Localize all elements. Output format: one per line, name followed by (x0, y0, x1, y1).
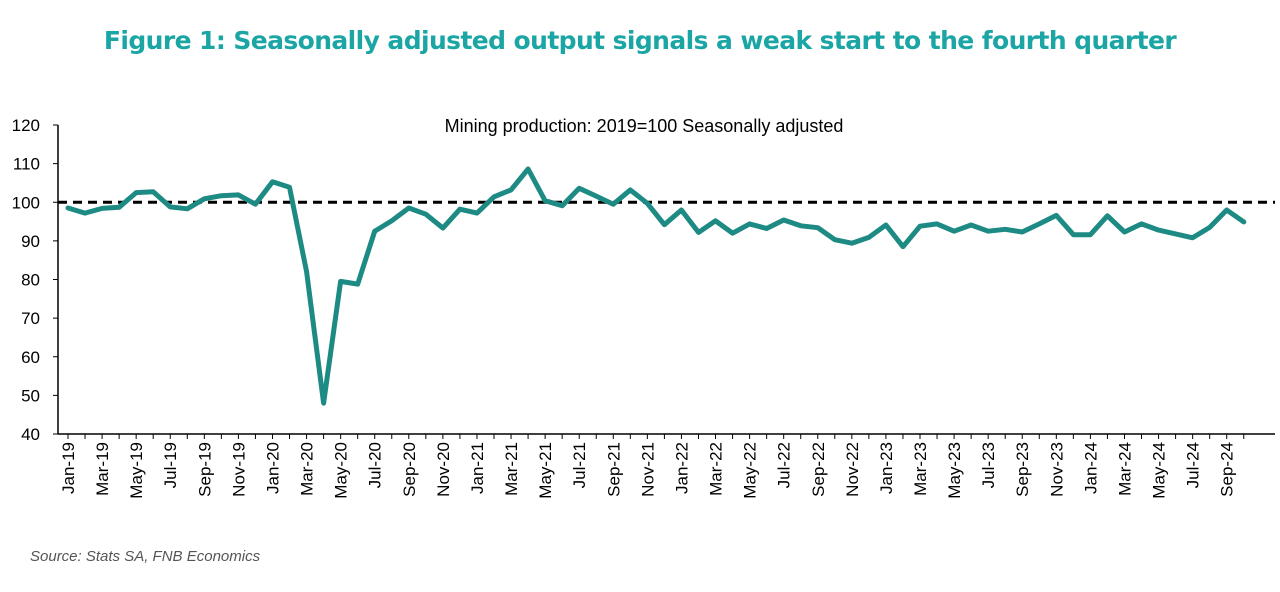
x-tick-label: Mar-19 (93, 442, 112, 496)
x-tick-label: May-22 (741, 442, 760, 499)
x-tick-label: Jan-21 (468, 442, 487, 494)
y-axis-ticks: 40 50 60 70 80 90 100 110 120 (12, 116, 58, 444)
y-tick-label: 100 (12, 193, 40, 212)
x-tick-label: Mar-20 (298, 442, 317, 496)
x-tick-label: Jan-22 (672, 442, 691, 494)
x-tick-label: Jan-20 (263, 442, 282, 494)
x-tick-label: Sep-21 (604, 442, 623, 497)
x-tick-label: Jul-21 (570, 442, 589, 488)
y-tick-label: 70 (21, 309, 40, 328)
x-tick-label: May-19 (127, 442, 146, 499)
x-tick-label: Sep-20 (400, 442, 419, 497)
series-line-mining-production (65, 166, 1247, 406)
x-tick-label: Nov-20 (434, 442, 453, 497)
chart-title: Mining production: 2019=100 Seasonally a… (445, 116, 844, 136)
x-tick-label: Jan-19 (59, 442, 78, 494)
figure-title: Figure 1: Seasonally adjusted output sig… (103, 26, 1177, 55)
x-tick-label: Nov-22 (843, 442, 862, 497)
x-tick-label: Jul-23 (979, 442, 998, 488)
x-tick-label: Jan-23 (877, 442, 896, 494)
x-tick-label: Mar-21 (502, 442, 521, 496)
y-tick-label: 60 (21, 348, 40, 367)
x-tick-label: Jan-24 (1081, 442, 1100, 494)
source-note: Source: Stats SA, FNB Economics (30, 548, 261, 565)
y-tick-label: 120 (12, 116, 40, 135)
x-axis-ticks: Jan-19 Mar-19 May-19 Jul-19 Sep-19 Nov-19 Jan-… (59, 434, 1245, 499)
x-tick-label: Mar-22 (707, 442, 726, 496)
x-tick-label: Sep-24 (1218, 442, 1237, 497)
x-tick-label: Nov-23 (1047, 442, 1066, 497)
x-tick-label: Sep-22 (809, 442, 828, 497)
x-tick-label: Jul-19 (161, 442, 180, 488)
x-tick-label: May-20 (332, 442, 351, 499)
x-tick-label: Jul-24 (1184, 442, 1203, 488)
x-tick-label: Sep-19 (195, 442, 214, 497)
y-tick-label: 90 (21, 232, 40, 251)
y-tick-label: 50 (21, 386, 40, 405)
y-tick-label: 110 (13, 155, 40, 174)
x-tick-label: Nov-19 (229, 442, 248, 497)
x-tick-label: May-24 (1150, 442, 1169, 499)
y-tick-label: 40 (21, 425, 40, 444)
x-tick-label: May-21 (536, 442, 555, 499)
x-tick-label: Mar-23 (911, 442, 930, 496)
x-tick-label: Mar-24 (1115, 442, 1134, 496)
x-tick-label: Jul-22 (775, 442, 794, 488)
x-tick-label: Sep-23 (1013, 442, 1032, 497)
x-tick-label: Nov-21 (638, 442, 657, 497)
x-tick-label: Jul-20 (366, 442, 385, 488)
y-tick-label: 80 (21, 271, 40, 290)
x-tick-label: May-23 (945, 442, 964, 499)
